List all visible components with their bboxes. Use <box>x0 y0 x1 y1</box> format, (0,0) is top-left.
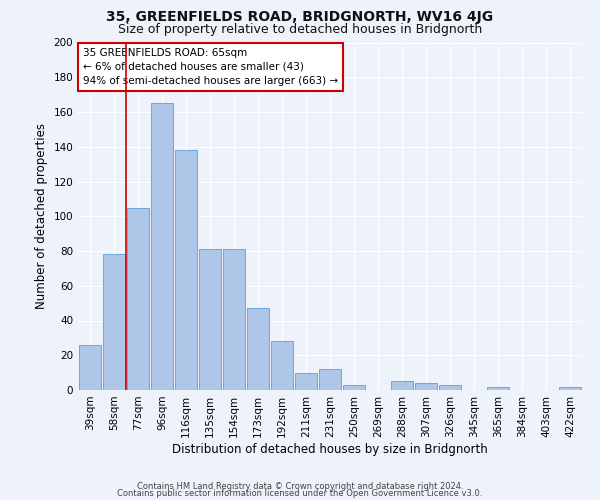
Bar <box>295 372 317 390</box>
Bar <box>247 308 269 390</box>
Bar <box>223 250 245 390</box>
Bar <box>175 150 197 390</box>
Bar <box>487 386 509 390</box>
Text: Contains public sector information licensed under the Open Government Licence v3: Contains public sector information licen… <box>118 488 482 498</box>
Bar <box>319 369 341 390</box>
Bar <box>391 382 413 390</box>
Bar <box>151 104 173 390</box>
Text: Contains HM Land Registry data © Crown copyright and database right 2024.: Contains HM Land Registry data © Crown c… <box>137 482 463 491</box>
Bar <box>559 386 581 390</box>
Text: 35, GREENFIELDS ROAD, BRIDGNORTH, WV16 4JG: 35, GREENFIELDS ROAD, BRIDGNORTH, WV16 4… <box>106 10 494 24</box>
X-axis label: Distribution of detached houses by size in Bridgnorth: Distribution of detached houses by size … <box>172 442 488 456</box>
Bar <box>271 342 293 390</box>
Text: Size of property relative to detached houses in Bridgnorth: Size of property relative to detached ho… <box>118 22 482 36</box>
Bar <box>439 385 461 390</box>
Text: 35 GREENFIELDS ROAD: 65sqm
← 6% of detached houses are smaller (43)
94% of semi-: 35 GREENFIELDS ROAD: 65sqm ← 6% of detac… <box>83 48 338 86</box>
Bar <box>127 208 149 390</box>
Bar <box>415 383 437 390</box>
Bar <box>79 345 101 390</box>
Y-axis label: Number of detached properties: Number of detached properties <box>35 123 48 309</box>
Bar <box>343 385 365 390</box>
Bar <box>103 254 125 390</box>
Bar <box>199 250 221 390</box>
